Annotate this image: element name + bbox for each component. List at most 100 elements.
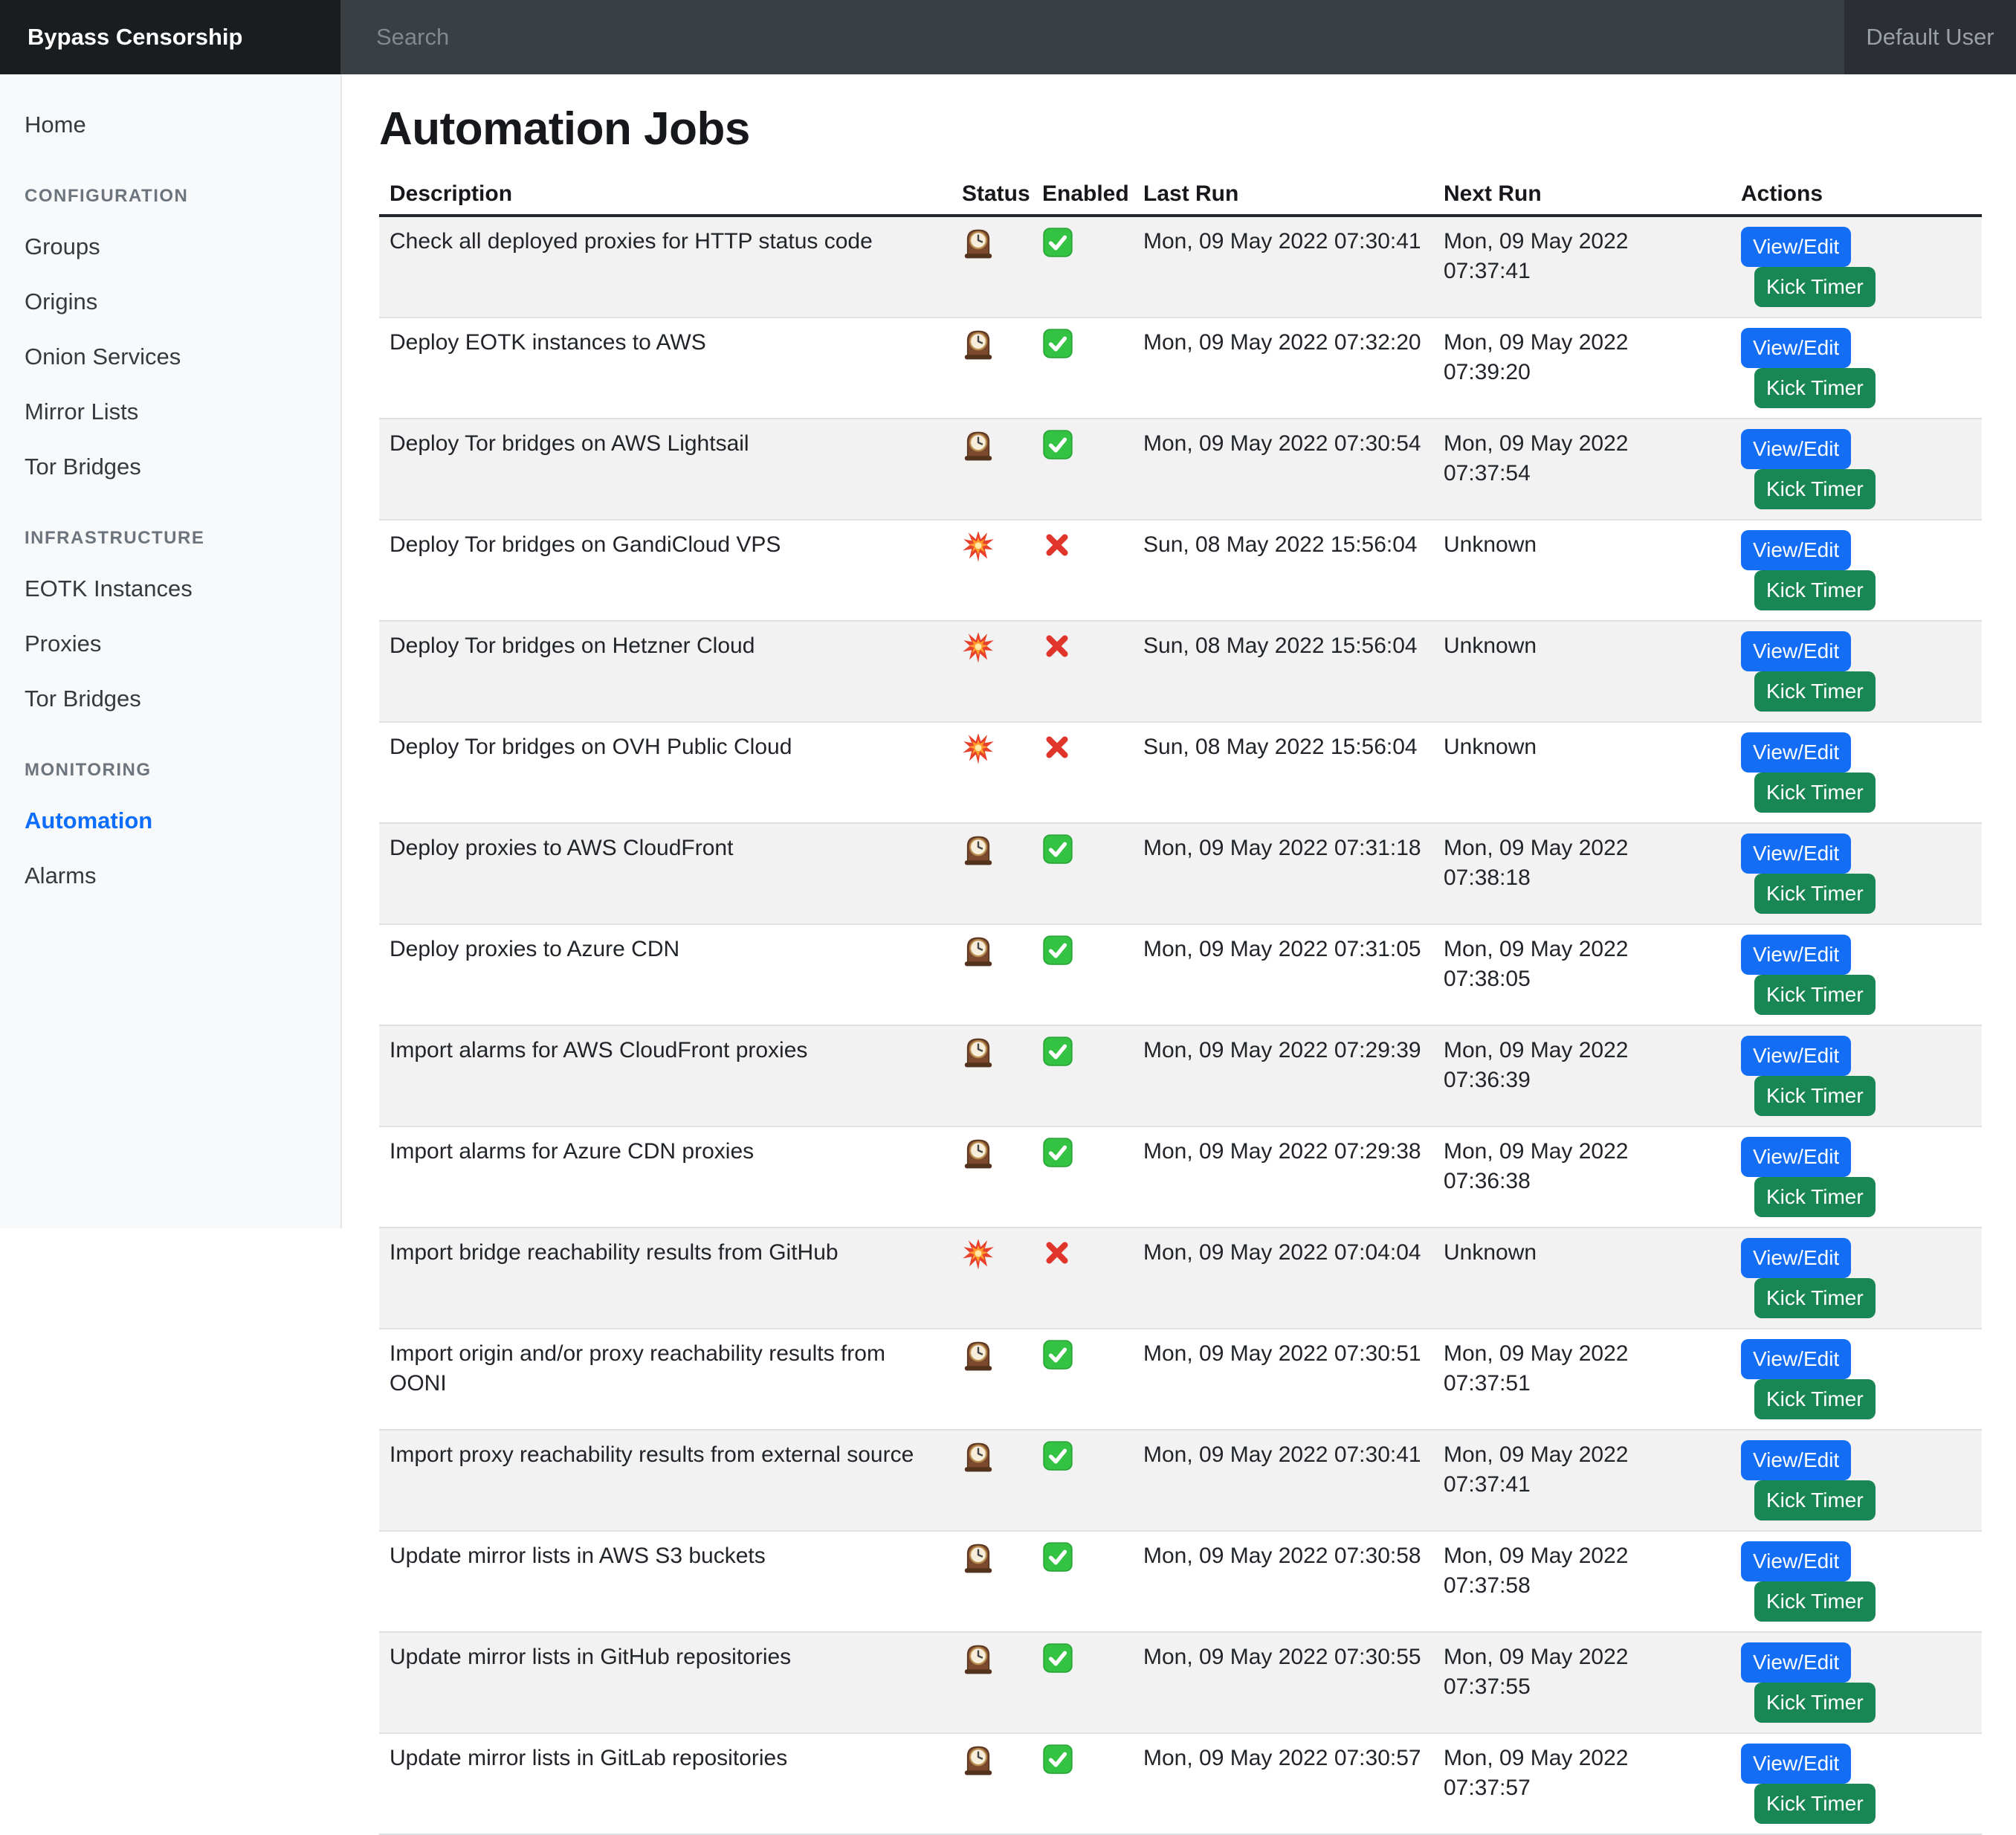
job-description: Deploy EOTK instances to AWS (379, 317, 952, 419)
job-description: Import origin and/or proxy reachability … (379, 1328, 952, 1430)
job-description: Deploy Tor bridges on OVH Public Cloud (379, 721, 952, 823)
column-header-description: Description (379, 174, 952, 217)
job-actions-cell: View/Edit Kick Timer (1731, 1227, 1982, 1329)
mantel-clock-icon (962, 1036, 995, 1068)
job-description: Deploy proxies to Azure CDN (379, 923, 952, 1025)
sidebar-item-tor-bridges[interactable]: Tor Bridges (25, 686, 141, 712)
user-menu[interactable]: Default User (1844, 0, 2016, 74)
mantel-clock-icon (962, 227, 995, 259)
table-row: Deploy proxies to Azure CDN Mon, 09 May … (379, 923, 1982, 1025)
view-edit-button[interactable]: View/Edit (1741, 631, 1852, 671)
view-edit-button[interactable]: View/Edit (1741, 935, 1852, 975)
job-next-run: Mon, 09 May 2022 07:37:57 (1433, 1732, 1731, 1835)
kick-timer-button[interactable]: Kick Timer (1754, 1278, 1876, 1318)
kick-timer-button[interactable]: Kick Timer (1754, 671, 1876, 712)
main-content: Automation Jobs Description Status Enabled… (342, 74, 2016, 1835)
job-actions-cell: View/Edit Kick Timer (1731, 1530, 1982, 1632)
view-edit-button[interactable]: View/Edit (1741, 227, 1852, 267)
sidebar-item-mirror-lists[interactable]: Mirror Lists (25, 399, 139, 425)
kick-timer-button[interactable]: Kick Timer (1754, 570, 1876, 610)
sidebar-item-groups[interactable]: Groups (25, 233, 100, 259)
navbar-search-area (340, 0, 1844, 74)
mantel-clock-icon (962, 1541, 995, 1574)
job-next-run: Mon, 09 May 2022 07:36:38 (1433, 1126, 1731, 1228)
kick-timer-button[interactable]: Kick Timer (1754, 469, 1876, 509)
sidebar-section-heading-configuration: Configuration (25, 186, 189, 206)
kick-timer-button[interactable]: Kick Timer (1754, 368, 1876, 408)
view-edit-button[interactable]: View/Edit (1741, 1137, 1852, 1177)
job-enabled-cell (1032, 1732, 1133, 1835)
mantel-clock-icon (962, 1744, 995, 1776)
job-enabled-cell (1032, 721, 1133, 823)
job-actions-cell: View/Edit Kick Timer (1731, 923, 1982, 1025)
job-description: Deploy proxies to AWS CloudFront (379, 822, 952, 924)
job-actions-cell: View/Edit Kick Timer (1731, 317, 1982, 419)
job-next-run: Mon, 09 May 2022 07:37:54 (1433, 418, 1731, 520)
view-edit-button[interactable]: View/Edit (1741, 530, 1852, 570)
check-mark-icon (1042, 1036, 1075, 1068)
table-header-row: Description Status Enabled Last Run Next Run… (379, 174, 1982, 217)
kick-timer-button[interactable]: Kick Timer (1754, 1683, 1876, 1723)
job-next-run: Mon, 09 May 2022 07:39:20 (1433, 317, 1731, 419)
view-edit-button[interactable]: View/Edit (1741, 1238, 1852, 1278)
check-mark-icon (1042, 328, 1075, 361)
view-edit-button[interactable]: View/Edit (1741, 732, 1852, 773)
check-mark-icon (1042, 227, 1075, 259)
job-enabled-cell (1032, 418, 1133, 520)
collision-icon (962, 1238, 995, 1271)
kick-timer-button[interactable]: Kick Timer (1754, 874, 1876, 914)
job-last-run: Mon, 09 May 2022 07:30:55 (1133, 1631, 1433, 1733)
job-last-run: Mon, 09 May 2022 07:29:38 (1133, 1126, 1433, 1228)
sidebar-item-alarms[interactable]: Alarms (25, 862, 97, 889)
job-last-run: Mon, 09 May 2022 07:30:41 (1133, 1429, 1433, 1531)
view-edit-button[interactable]: View/Edit (1741, 1541, 1852, 1581)
column-header-last-run: Last Run (1133, 174, 1433, 217)
collision-icon (962, 631, 995, 664)
kick-timer-button[interactable]: Kick Timer (1754, 773, 1876, 813)
kick-timer-button[interactable]: Kick Timer (1754, 1480, 1876, 1520)
job-last-run: Mon, 09 May 2022 07:30:41 (1133, 215, 1433, 317)
search-input[interactable] (340, 24, 1844, 51)
sidebar-item-proxies[interactable]: Proxies (25, 631, 102, 657)
job-status-cell (952, 1328, 1032, 1430)
kick-timer-button[interactable]: Kick Timer (1754, 975, 1876, 1015)
sidebar-item-onion-services[interactable]: Onion Services (25, 344, 181, 370)
sidebar-item-tor-bridges[interactable]: Tor Bridges (25, 454, 141, 480)
job-next-run: Mon, 09 May 2022 07:37:41 (1433, 1429, 1731, 1531)
job-actions-cell: View/Edit Kick Timer (1731, 721, 1982, 823)
job-status-cell (952, 317, 1032, 419)
job-actions-cell: View/Edit Kick Timer (1731, 1732, 1982, 1835)
job-next-run: Mon, 09 May 2022 07:37:41 (1433, 215, 1731, 317)
sidebar-item-origins[interactable]: Origins (25, 288, 98, 315)
job-enabled-cell (1032, 215, 1133, 317)
view-edit-button[interactable]: View/Edit (1741, 1744, 1852, 1784)
column-header-enabled: Enabled (1032, 174, 1133, 217)
view-edit-button[interactable]: View/Edit (1741, 1036, 1852, 1076)
mantel-clock-icon (962, 1339, 995, 1372)
job-enabled-cell (1032, 923, 1133, 1025)
view-edit-button[interactable]: View/Edit (1741, 429, 1852, 469)
kick-timer-button[interactable]: Kick Timer (1754, 1784, 1876, 1824)
kick-timer-button[interactable]: Kick Timer (1754, 1379, 1876, 1419)
view-edit-button[interactable]: View/Edit (1741, 833, 1852, 874)
job-status-cell (952, 923, 1032, 1025)
cross-mark-icon (1042, 530, 1075, 563)
view-edit-button[interactable]: View/Edit (1741, 1440, 1852, 1480)
job-enabled-cell (1032, 1025, 1133, 1126)
column-header-next-run: Next Run (1433, 174, 1731, 217)
job-enabled-cell (1032, 1530, 1133, 1632)
kick-timer-button[interactable]: Kick Timer (1754, 1581, 1876, 1622)
job-enabled-cell (1032, 519, 1133, 621)
job-last-run: Sun, 08 May 2022 15:56:04 (1133, 721, 1433, 823)
view-edit-button[interactable]: View/Edit (1741, 328, 1852, 368)
kick-timer-button[interactable]: Kick Timer (1754, 1177, 1876, 1217)
sidebar-item-eotk-instances[interactable]: EOTK Instances (25, 575, 193, 602)
app-brand[interactable]: Bypass Censorship (0, 0, 340, 74)
view-edit-button[interactable]: View/Edit (1741, 1642, 1852, 1683)
sidebar-item-home[interactable]: Home (25, 112, 86, 138)
sidebar-item-automation[interactable]: Automation (25, 807, 153, 833)
kick-timer-button[interactable]: Kick Timer (1754, 267, 1876, 307)
view-edit-button[interactable]: View/Edit (1741, 1339, 1852, 1379)
kick-timer-button[interactable]: Kick Timer (1754, 1076, 1876, 1116)
check-mark-icon (1042, 1744, 1075, 1776)
